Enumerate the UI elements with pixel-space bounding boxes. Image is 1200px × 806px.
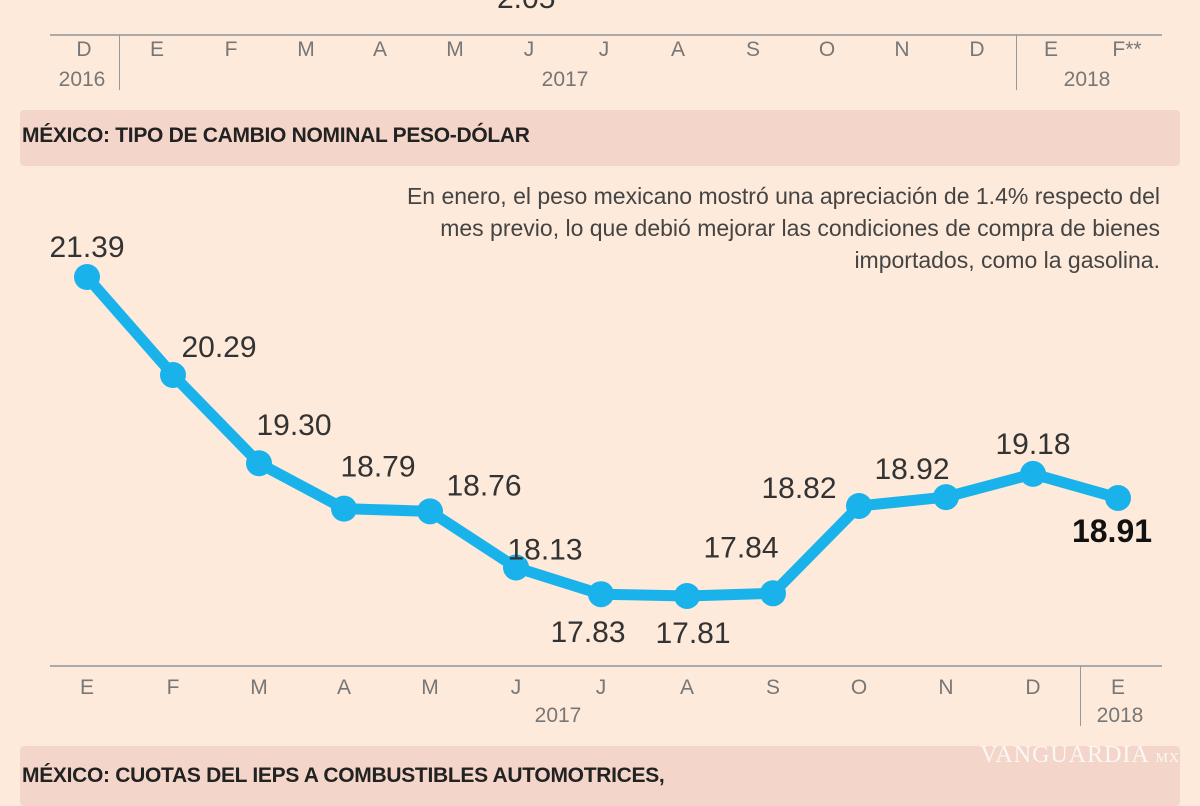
watermark-logo: VANGUARDIA MX xyxy=(980,742,1180,768)
data-label: 20.29 xyxy=(181,331,256,364)
data-point xyxy=(331,495,357,522)
data-point xyxy=(246,450,272,477)
x-tick-label: A xyxy=(336,676,352,699)
x-year-label: 2017 xyxy=(534,704,582,727)
x-axis-line xyxy=(50,665,1162,667)
data-label: 17.81 xyxy=(655,617,730,650)
data-label: 18.91 xyxy=(1072,513,1152,549)
x-tick-label: M xyxy=(250,676,268,699)
data-point xyxy=(933,484,959,511)
x-tick-label: O xyxy=(850,676,868,699)
top-month-label: J xyxy=(598,38,610,61)
top-month-label: A xyxy=(670,38,686,61)
top-year-label: 2018 xyxy=(1063,68,1111,91)
x-tick-label: D xyxy=(1025,676,1041,699)
top-month-label: M xyxy=(446,38,464,61)
top-axis-line xyxy=(50,34,1162,36)
x-year-label: 2018 xyxy=(1096,704,1144,727)
data-point xyxy=(160,362,186,389)
data-label: 18.76 xyxy=(446,469,521,502)
data-label: 18.79 xyxy=(340,451,415,484)
top-month-label: F** xyxy=(1112,38,1142,61)
top-year-label: 2016 xyxy=(58,68,106,91)
top-year-label: 2017 xyxy=(541,68,589,91)
x-tick-label: S xyxy=(765,676,781,699)
top-month-label: J xyxy=(523,38,535,61)
x-tick-label: F xyxy=(166,676,180,699)
x-tick-label: N xyxy=(938,676,954,699)
top-month-label: D xyxy=(969,38,985,61)
data-point xyxy=(417,498,443,525)
next-section-title: MÉXICO: CUOTAS DEL IEPS A COMBUSTIBLES A… xyxy=(22,764,665,787)
data-label: 18.92 xyxy=(874,453,949,486)
top-month-label: N xyxy=(894,38,910,61)
data-point xyxy=(674,582,700,609)
data-label: 19.30 xyxy=(256,409,331,442)
x-tick-label: E xyxy=(79,676,95,699)
top-month-label: D xyxy=(76,38,92,61)
next-section-band xyxy=(20,746,1180,806)
x-tick-label: M xyxy=(421,676,439,699)
x-tick-label: A xyxy=(679,676,695,699)
top-year-separator xyxy=(119,35,120,90)
x-tick-label: E xyxy=(1110,676,1126,699)
data-point xyxy=(588,581,614,608)
chart-title-band xyxy=(20,110,1180,166)
data-point xyxy=(1020,460,1046,487)
data-point xyxy=(1105,484,1131,511)
chart-annotation: En enero, el peso mexicano mostró una ap… xyxy=(406,183,1160,273)
data-label: 17.84 xyxy=(703,531,778,564)
top-month-label: F xyxy=(224,38,238,61)
data-point xyxy=(760,580,786,607)
data-label: 17.83 xyxy=(550,616,625,649)
top-month-label: M xyxy=(297,38,315,61)
top-month-label: E xyxy=(1043,38,1059,61)
top-year-separator xyxy=(1016,35,1017,90)
data-label: 21.39 xyxy=(49,231,124,264)
data-label: 18.82 xyxy=(761,472,836,505)
top-month-label: S xyxy=(745,38,761,61)
top-month-label: O xyxy=(818,38,836,61)
data-label: 18.13 xyxy=(507,533,582,566)
data-label: 19.18 xyxy=(995,428,1070,461)
top-partial-value-label: 2.05 xyxy=(497,0,555,16)
x-tick-label: J xyxy=(510,676,522,699)
x-year-separator xyxy=(1080,666,1081,726)
series-line xyxy=(82,273,1120,602)
data-point xyxy=(503,554,529,581)
top-month-label: A xyxy=(372,38,388,61)
chart-title: MÉXICO: TIPO DE CAMBIO NOMINAL PESO-DÓLA… xyxy=(22,124,530,147)
data-point xyxy=(74,264,100,290)
data-point xyxy=(846,492,872,519)
x-tick-label: J xyxy=(595,676,607,699)
top-month-label: E xyxy=(149,38,165,61)
